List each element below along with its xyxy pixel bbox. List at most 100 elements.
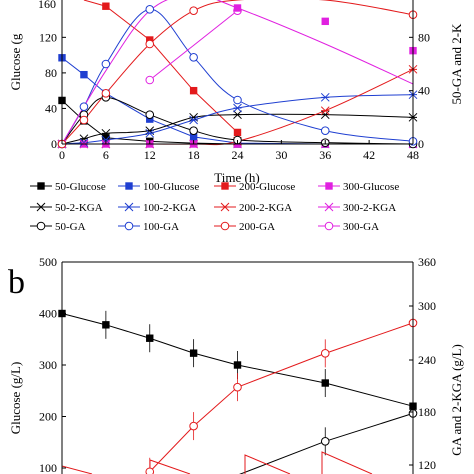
data-point-100-ga bbox=[101, 59, 111, 69]
panel-b-right-axis-label: GA and 2-KGA (g/L) bbox=[449, 344, 464, 456]
data-point-100-2-kga bbox=[79, 138, 89, 148]
data-point-50-2-kga bbox=[320, 110, 330, 120]
data-point-100-ga bbox=[79, 102, 89, 111]
legend-item-100-2-kga: 100-2-KGA bbox=[118, 202, 196, 214]
data-point-b-ga bbox=[320, 349, 330, 358]
data-point-200-glucose bbox=[233, 128, 242, 137]
legend-item-200-glucose: 200-Glucose bbox=[214, 181, 295, 193]
legend-item-300-2-kga: 300-2-KGA bbox=[318, 202, 396, 214]
panel-a-x-tick-label: 12 bbox=[144, 148, 156, 162]
series-line-200-ga bbox=[61, 0, 414, 145]
data-point-100-2-kga bbox=[189, 115, 198, 125]
series-line-b-ga bbox=[149, 322, 414, 473]
data-point-300-glucose-upper bbox=[321, 17, 329, 26]
panel-a-x-tick-label: 18 bbox=[188, 148, 200, 162]
legend-marker-300-glucose bbox=[325, 182, 333, 190]
legend-marker-50-2-kga bbox=[36, 202, 46, 212]
panel-b-left-tick-label: 400 bbox=[39, 307, 57, 321]
legend-label: 50-Glucose bbox=[55, 181, 106, 193]
panel-b-left-tick-label: 300 bbox=[39, 358, 57, 372]
legend-label: 300-Glucose bbox=[343, 181, 399, 193]
legend-item-50-glucose: 50-Glucose bbox=[30, 181, 106, 193]
legend-item-300-ga: 300-GA bbox=[318, 221, 379, 233]
legend-marker-200-ga bbox=[220, 221, 230, 231]
panel-a-x-tick-label: 24 bbox=[232, 148, 244, 162]
data-point-200-ga bbox=[145, 39, 155, 49]
data-point-200-glucose bbox=[102, 2, 110, 10]
panel-a-left-tick-label: 120 bbox=[39, 30, 57, 44]
data-point-100-ga bbox=[233, 95, 242, 105]
data-point-b-2-kga bbox=[320, 437, 330, 446]
data-point-b-glucose bbox=[189, 349, 198, 357]
panel-a-x-tick-label: 0 bbox=[59, 148, 65, 162]
legend-label: 100-Glucose bbox=[143, 181, 199, 193]
data-point-200-ga bbox=[189, 6, 198, 15]
panel-a-right-tick-label: 40 bbox=[418, 84, 430, 98]
legend-label: 50-GA bbox=[55, 221, 86, 233]
legend-item-50-ga: 50-GA bbox=[30, 221, 86, 233]
panel-a-right-tick-label: 80 bbox=[418, 30, 430, 44]
panel-b-right-tick-label: 180 bbox=[418, 405, 436, 419]
legend-label: 100-2-KGA bbox=[143, 202, 196, 214]
panel-a-legend: 50-Glucose 100-Glucose 200-Glucose 300-Gluc… bbox=[30, 181, 399, 233]
data-point-200-ga bbox=[101, 89, 111, 98]
panel-a-left-tick-label: 0 bbox=[51, 137, 57, 151]
legend-label: 300-2-KGA bbox=[343, 202, 396, 214]
series-line-300-ga bbox=[149, 10, 238, 81]
data-point-b-glucose bbox=[146, 334, 154, 342]
data-point-b-ga bbox=[145, 467, 155, 474]
panel-b-right-tick-label: 120 bbox=[418, 458, 436, 472]
legend-item-50-2-kga: 50-2-KGA bbox=[30, 202, 103, 214]
panel-a-right-axis-label: 50-GA and 2-K bbox=[449, 23, 464, 104]
panel-b-right-tick-label: 240 bbox=[418, 353, 436, 367]
legend-item-100-glucose: 100-Glucose bbox=[118, 181, 199, 193]
legend-marker-300-2-kga bbox=[324, 202, 334, 212]
panel-a-x-tick-label: 30 bbox=[275, 148, 287, 162]
data-point-300-glucose-upper bbox=[233, 4, 242, 12]
legend-item-200-ga: 200-GA bbox=[214, 221, 275, 233]
data-point-300-ga bbox=[145, 75, 155, 85]
panel-a-x-tick-label: 36 bbox=[319, 148, 331, 162]
data-point-100-ga bbox=[320, 126, 330, 135]
panel-b-right-tick-label: 360 bbox=[418, 255, 436, 269]
panel-a-right-tick-label: 0 bbox=[418, 137, 424, 151]
panel-b-left-tick-label: 200 bbox=[39, 410, 57, 424]
legend-marker-100-ga bbox=[124, 221, 134, 231]
data-point-200-2-kga bbox=[320, 106, 330, 116]
series-line-100-ga bbox=[61, 8, 414, 145]
data-point-b-ga bbox=[189, 421, 198, 431]
legend-marker-50-ga bbox=[36, 221, 46, 231]
legend-marker-100-glucose bbox=[125, 182, 133, 190]
legend-label: 100-GA bbox=[143, 221, 179, 233]
panel-b-right-tick-label: 300 bbox=[418, 299, 436, 313]
data-point-b-glucose bbox=[102, 321, 110, 329]
legend-label: 200-GA bbox=[239, 221, 275, 233]
legend-label: 50-2-KGA bbox=[55, 202, 103, 214]
data-point-100-2-kga bbox=[233, 103, 242, 113]
data-point-50-ga bbox=[145, 110, 155, 119]
data-point-100-glucose bbox=[80, 70, 88, 79]
data-point-100-ga bbox=[189, 53, 198, 62]
panel-a-x-tick-label: 6 bbox=[103, 148, 109, 162]
data-point-50-ga bbox=[189, 126, 198, 135]
data-point-100-2-kga bbox=[145, 128, 155, 138]
panel-a-top-tick-partial: 160 bbox=[38, 0, 56, 11]
legend-item-300-glucose: 300-Glucose bbox=[318, 181, 399, 193]
panel-a-x-tick-label: 48 bbox=[407, 148, 419, 162]
legend-marker-200-glucose bbox=[221, 182, 229, 190]
data-point-200-glucose bbox=[189, 86, 198, 95]
series-line-b-2-kga bbox=[239, 412, 414, 474]
legend-marker-50-glucose bbox=[37, 182, 45, 190]
data-point-100-ga bbox=[145, 5, 155, 14]
panel-a-left-tick-label: 40 bbox=[45, 101, 57, 115]
data-point-b-glucose bbox=[321, 379, 329, 387]
legend-label: 300-GA bbox=[343, 221, 379, 233]
panel-b-left-tick-label: 500 bbox=[39, 255, 57, 269]
data-point-b-glucose bbox=[233, 361, 242, 369]
panel-b-chart: b 100 200 300 400 500 120 180 240 300 360 Glucose… bbox=[8, 255, 464, 474]
data-point-50-2-kga bbox=[233, 110, 242, 120]
legend-marker-100-2-kga bbox=[124, 202, 134, 212]
panel-b-left-tick-label: 100 bbox=[39, 461, 57, 474]
